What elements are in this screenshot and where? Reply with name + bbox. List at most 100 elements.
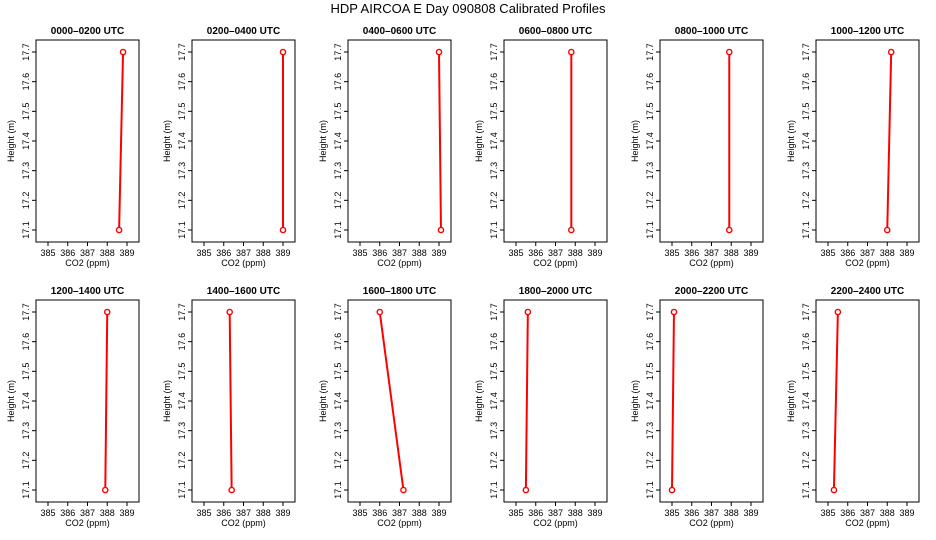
- x-axis-label: CO2 (ppm): [845, 518, 890, 528]
- x-tick-label: 388: [724, 508, 739, 518]
- y-tick-label: 17.2: [333, 192, 343, 210]
- profile-point: [376, 308, 384, 316]
- y-tick-label: 17.1: [645, 221, 655, 239]
- y-tick-label: 17.5: [489, 363, 499, 381]
- y-tick-label: 17.5: [489, 103, 499, 121]
- profile-line: [524, 311, 529, 491]
- y-tick-label: 17.3: [21, 162, 31, 180]
- profile-line: [832, 311, 839, 491]
- profile-point: [568, 226, 575, 234]
- x-tick-label: 386: [840, 508, 855, 518]
- y-tick-label: 17.7: [489, 43, 499, 61]
- y-tick-label: 17.5: [801, 363, 811, 381]
- x-axis-label: CO2 (ppm): [221, 518, 266, 528]
- profile-panel-5: 0800–1000 UTC 385 386 387 388 389 CO2 (ppm) 17.…: [630, 26, 764, 268]
- plot-frame: [191, 299, 296, 503]
- panel-title: 1800–2000 UTC: [519, 286, 592, 297]
- y-axis-label: Height (m): [474, 120, 484, 162]
- profile-panel-12: 2200–2400 UTC 385 386 387 388 389 CO2 (ppm) 17.…: [786, 286, 920, 528]
- y-tick-label: 17.4: [21, 132, 31, 150]
- y-tick-label: 17.2: [21, 192, 31, 210]
- y-tick-label: 17.6: [489, 333, 499, 351]
- x-axis-label: CO2 (ppm): [377, 518, 422, 528]
- y-tick-label: 17.2: [801, 452, 811, 470]
- x-axis-label: CO2 (ppm): [845, 258, 890, 268]
- profile-point: [435, 48, 443, 56]
- y-tick-label: 17.6: [645, 73, 655, 91]
- y-tick-label: 17.5: [645, 363, 655, 381]
- x-tick-label: 385: [352, 508, 367, 518]
- plot-frame: [503, 39, 608, 243]
- panel-title: 2000–2200 UTC: [675, 286, 748, 297]
- y-tick-label: 17.3: [645, 422, 655, 440]
- y-tick-label: 17.5: [645, 103, 655, 121]
- profile-panel-1: 0000–0200 UTC 385 386 387 388 389 CO2 (ppm) 17.…: [6, 26, 140, 268]
- y-tick-label: 17.1: [801, 221, 811, 239]
- x-tick-label: 388: [880, 508, 895, 518]
- y-tick-label: 17.2: [177, 452, 187, 470]
- x-tick-label: 389: [119, 508, 134, 518]
- x-tick-label: 388: [724, 248, 739, 258]
- x-tick-label: 387: [80, 248, 95, 258]
- x-tick-label: 389: [899, 248, 914, 258]
- profile-point: [279, 48, 287, 56]
- y-tick-label: 17.1: [333, 481, 343, 499]
- profile-point: [226, 308, 233, 316]
- x-tick-label: 389: [275, 248, 290, 258]
- x-tick-label: 387: [392, 248, 407, 258]
- x-tick-label: 386: [684, 508, 699, 518]
- y-tick-label: 17.3: [489, 422, 499, 440]
- x-axis-label: CO2 (ppm): [221, 258, 266, 268]
- x-tick-label: 386: [528, 508, 543, 518]
- x-axis-label: CO2 (ppm): [689, 258, 734, 268]
- y-axis-label: Height (m): [162, 380, 172, 422]
- y-tick-label: 17.4: [801, 132, 811, 150]
- x-axis-label: CO2 (ppm): [689, 518, 734, 528]
- profile-point: [524, 308, 532, 316]
- x-tick-label: 389: [899, 508, 914, 518]
- profile-point: [522, 486, 530, 494]
- profile-panel-4: 0600–0800 UTC 385 386 387 388 389 CO2 (ppm) 17.…: [474, 26, 608, 268]
- y-axis-label: Height (m): [474, 380, 484, 422]
- panel-title: 2200–2400 UTC: [831, 286, 904, 297]
- x-axis-label: CO2 (ppm): [65, 518, 110, 528]
- y-tick-label: 17.1: [21, 221, 31, 239]
- profile-point: [115, 226, 123, 234]
- panel-title: 0400–0600 UTC: [363, 26, 436, 37]
- x-tick-label: 387: [236, 508, 251, 518]
- x-tick-label: 387: [704, 248, 719, 258]
- y-tick-label: 17.7: [645, 303, 655, 321]
- y-tick-label: 17.1: [645, 481, 655, 499]
- plot-frame: [35, 299, 140, 503]
- x-tick-label: 388: [568, 248, 583, 258]
- plot-frame: [347, 299, 452, 503]
- x-tick-label: 388: [412, 248, 427, 258]
- y-tick-label: 17.4: [21, 392, 31, 410]
- y-tick-label: 17.6: [645, 333, 655, 351]
- y-tick-label: 17.1: [177, 221, 187, 239]
- y-tick-label: 17.6: [489, 73, 499, 91]
- y-tick-label: 17.2: [801, 192, 811, 210]
- y-tick-label: 17.3: [21, 422, 31, 440]
- x-tick-label: 387: [860, 248, 875, 258]
- x-tick-label: 386: [528, 248, 543, 258]
- profile-point: [887, 48, 895, 56]
- profile-line: [118, 51, 125, 231]
- profile-line: [671, 311, 675, 491]
- x-tick-label: 385: [508, 508, 523, 518]
- y-tick-label: 17.4: [645, 392, 655, 410]
- x-tick-label: 388: [256, 248, 271, 258]
- profile-point: [668, 486, 676, 494]
- plot-frame: [659, 299, 764, 503]
- x-tick-label: 385: [40, 248, 55, 258]
- profile-panel-3: 0400–0600 UTC 385 386 387 388 389 CO2 (ppm) 17.…: [318, 26, 452, 268]
- x-tick-label: 389: [119, 248, 134, 258]
- y-axis-label: Height (m): [162, 120, 172, 162]
- x-tick-label: 389: [431, 248, 446, 258]
- x-tick-label: 386: [684, 248, 699, 258]
- y-tick-label: 17.6: [177, 333, 187, 351]
- y-tick-label: 17.2: [645, 192, 655, 210]
- y-axis-label: Height (m): [630, 120, 640, 162]
- y-tick-label: 17.5: [21, 363, 31, 381]
